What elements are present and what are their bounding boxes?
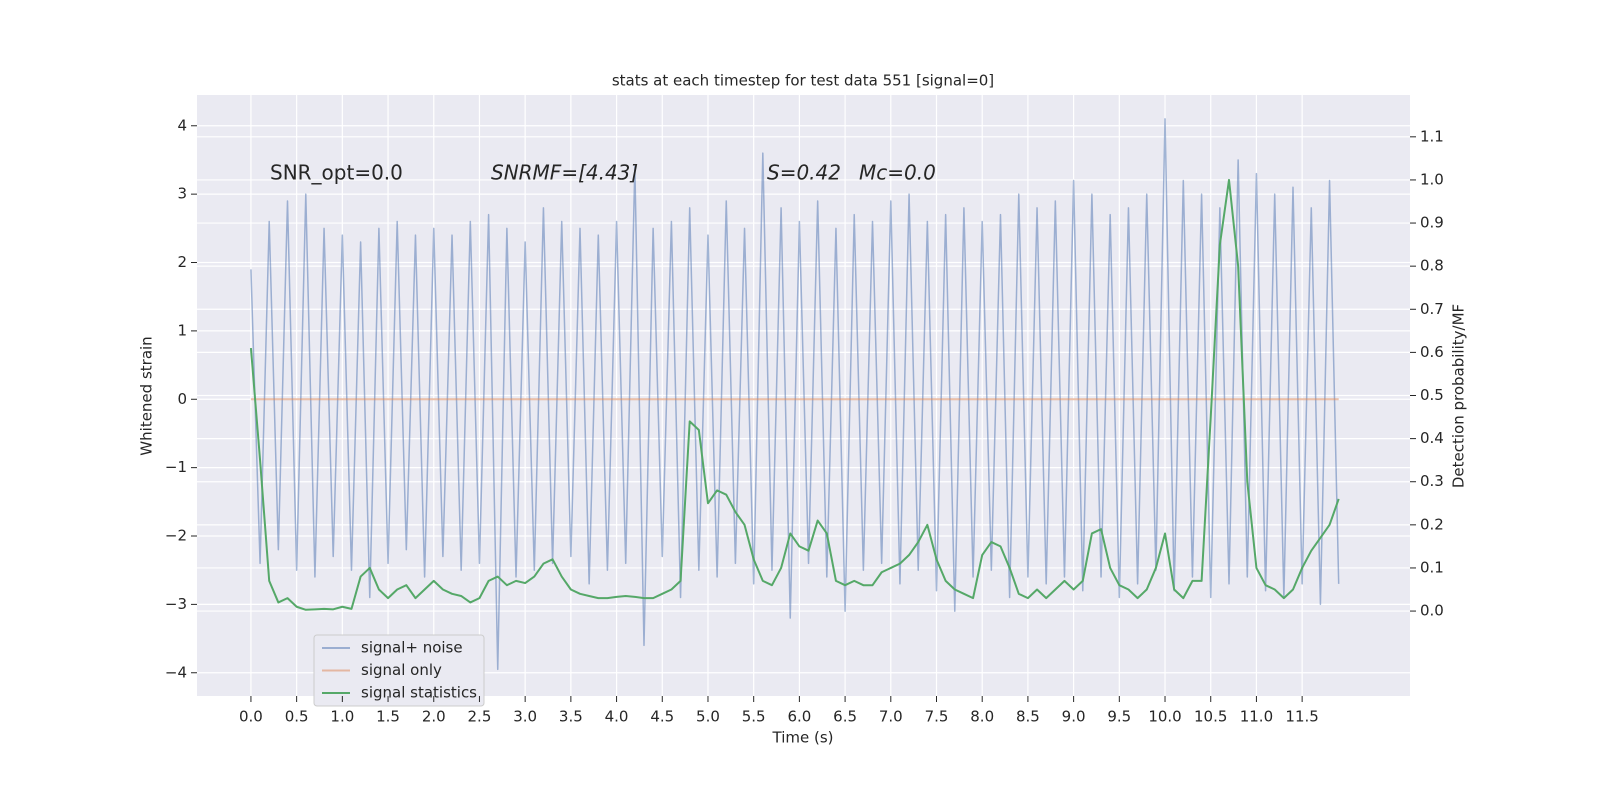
x-tick-label: 1.0 <box>330 708 354 726</box>
annotation: S=0.42 <box>767 161 841 185</box>
x-tick-label: 4.0 <box>605 708 629 726</box>
x-tick-label: 3.5 <box>559 708 583 726</box>
x-tick-label: 2.5 <box>468 708 492 726</box>
y2-axis-label: Detection probability/MF <box>1450 304 1468 488</box>
y-tick-label: 2 <box>177 253 187 271</box>
y2-tick-label: 0.7 <box>1420 300 1444 318</box>
y2-tick-label: 1.0 <box>1420 170 1444 188</box>
marks <box>249 118 1340 671</box>
x-tick-label: 2.0 <box>422 708 446 726</box>
x-tick-label: 10.5 <box>1194 708 1227 726</box>
x-tick-label: 9.5 <box>1107 708 1131 726</box>
y-tick-label: 0 <box>177 390 187 408</box>
legend: signal+ noise signal only signal statistic… <box>313 634 485 707</box>
y2-tick-label: 0.2 <box>1420 515 1444 533</box>
x-tick-label: 5.0 <box>696 708 720 726</box>
y2-tick-label: 0.6 <box>1420 343 1444 361</box>
x-tick-label: 3.0 <box>513 708 537 726</box>
y-tick-label: 1 <box>177 321 187 339</box>
y-axis-label: Whitened strain <box>138 336 156 455</box>
y2-tick-label: 0.5 <box>1420 386 1444 404</box>
y-tick-label: 4 <box>177 116 187 134</box>
legend-label: signal statistics <box>361 684 477 702</box>
legend-label: signal only <box>361 661 442 679</box>
x-tick-label: 7.5 <box>925 708 949 726</box>
y2-tick-label: 1.1 <box>1420 127 1444 145</box>
x-tick-label: 11.5 <box>1285 708 1318 726</box>
x-axis-label: Time (s) <box>772 729 834 747</box>
x-tick-label: 0.5 <box>285 708 309 726</box>
y-tick-label: −2 <box>165 527 187 545</box>
x-tick-label: 10.0 <box>1148 708 1181 726</box>
y2-tick-label: 0.4 <box>1420 429 1444 447</box>
y-tick-label: −1 <box>165 458 187 476</box>
x-tick-label: 5.5 <box>742 708 766 726</box>
y2-tick-label: 0.3 <box>1420 472 1444 490</box>
legend-label: signal+ noise <box>361 639 463 657</box>
chart-title: stats at each timestep for test data 551… <box>612 72 994 90</box>
x-tick-label: 4.5 <box>650 708 674 726</box>
y-tick-label: 3 <box>177 185 187 203</box>
x-tick-label: 6.0 <box>787 708 811 726</box>
annotation: Mc=0.0 <box>859 161 936 185</box>
series-line <box>250 118 1340 671</box>
y2-tick-label: 0.9 <box>1420 214 1444 232</box>
legend-box <box>313 634 485 707</box>
x-tick-label: 6.5 <box>833 708 857 726</box>
annotation: SNRMF=[4.43] <box>491 161 638 185</box>
y-tick-label: −3 <box>165 595 187 613</box>
series-line <box>249 178 1340 611</box>
x-tick-label: 8.0 <box>970 708 994 726</box>
y2-tick-label: 0.1 <box>1420 558 1444 576</box>
annotation: SNR_opt=0.0 <box>270 161 403 185</box>
x-tick-label: 11.0 <box>1240 708 1273 726</box>
x-tick-label: 0.0 <box>239 708 263 726</box>
x-tick-label: 1.5 <box>376 708 400 726</box>
y2-tick-label: 0.0 <box>1420 602 1444 620</box>
x-tick-label: 7.0 <box>879 708 903 726</box>
x-tick-label: 8.5 <box>1016 708 1040 726</box>
x-tick-label: 9.0 <box>1062 708 1086 726</box>
y2-tick-label: 0.8 <box>1420 257 1444 275</box>
y-tick-label: −4 <box>165 663 187 681</box>
